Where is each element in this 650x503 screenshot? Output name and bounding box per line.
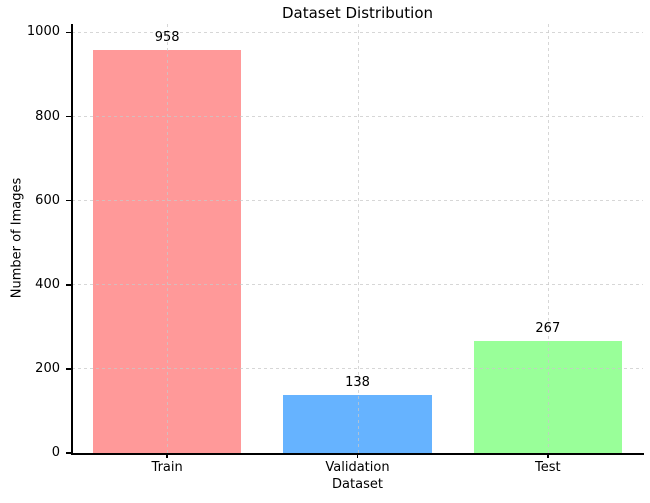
y-tick xyxy=(66,284,72,286)
y-tick-label: 400 xyxy=(35,276,60,292)
x-tick xyxy=(356,453,359,458)
y-tick xyxy=(66,31,72,34)
y-axis-spine xyxy=(71,24,73,455)
x-tick xyxy=(547,453,549,458)
y-tick-label: 1000 xyxy=(26,24,60,40)
x-axis-spine xyxy=(71,453,644,455)
y-tick xyxy=(66,368,72,370)
bar-value-label: 958 xyxy=(154,30,180,46)
y-tick-label: 0 xyxy=(51,445,60,460)
x-tick-label: Validation xyxy=(325,460,390,475)
chart-title: Dataset Distribution xyxy=(281,4,434,22)
bar-test xyxy=(473,340,623,453)
y-tick-label: 600 xyxy=(35,192,60,208)
y-tick xyxy=(66,199,72,202)
x-axis-label: Dataset xyxy=(332,477,383,492)
bar-train xyxy=(92,50,242,453)
y-tick-label: 200 xyxy=(35,360,60,376)
bar-value-label: 138 xyxy=(345,374,370,390)
y-tick xyxy=(66,115,72,118)
y-tick xyxy=(66,452,72,454)
bar-value-label: 267 xyxy=(535,320,561,336)
x-tick-label: Test xyxy=(535,460,561,475)
bar-validation xyxy=(283,394,432,453)
x-tick xyxy=(166,453,168,458)
y-tick-label: 800 xyxy=(35,108,60,124)
x-tick-label: Train xyxy=(151,460,183,475)
